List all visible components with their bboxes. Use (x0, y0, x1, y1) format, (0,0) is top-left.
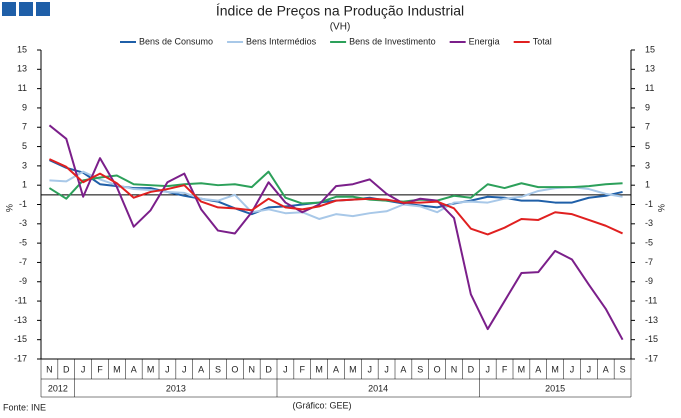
x-tick-label: A (535, 364, 541, 374)
x-tick-label: J (367, 364, 372, 374)
x-tick-label: S (215, 364, 221, 374)
y2-tick-label: 15 (645, 44, 655, 54)
chart-subtitle: (VH) (330, 22, 351, 33)
x-tick-label: S (417, 364, 423, 374)
x-tick-label: A (603, 364, 609, 374)
legend-label: Total (533, 36, 552, 46)
x-tick-label: M (518, 364, 526, 374)
x-tick-label: N (46, 364, 53, 374)
y-tick-label: 9 (22, 102, 27, 112)
y2-tick-label: -17 (645, 353, 658, 363)
y-axis-label: % (4, 204, 14, 212)
year-label: 2015 (545, 383, 565, 393)
x-tick-label: M (147, 364, 155, 374)
y2-tick-label: 11 (645, 83, 654, 93)
y-tick-label: 7 (22, 122, 27, 132)
y2-tick-label: -11 (645, 295, 657, 305)
x-tick-label: J (485, 364, 490, 374)
y-tick-label: -5 (19, 238, 27, 248)
x-tick-label: F (97, 364, 103, 374)
x-tick-label: S (620, 364, 626, 374)
x-tick-label: D (63, 364, 70, 374)
x-tick-label: D (265, 364, 272, 374)
x-tick-label: J (182, 364, 187, 374)
y-tick-label: 15 (17, 44, 27, 54)
x-tick-label: A (333, 364, 339, 374)
x-tick-label: J (165, 364, 170, 374)
y2-tick-label: -3 (645, 218, 653, 228)
x-tick-label: A (400, 364, 406, 374)
x-tick-label: A (198, 364, 204, 374)
y2-tick-label: -15 (645, 334, 658, 344)
y-tick-label: -11 (15, 295, 27, 305)
x-tick-label: N (451, 364, 458, 374)
y-tick-label: 11 (18, 83, 27, 93)
y2-tick-label: -13 (645, 315, 658, 325)
y-tick-label: -7 (19, 257, 27, 267)
y-tick-label: -3 (19, 218, 27, 228)
y2-tick-label: -5 (645, 238, 653, 248)
x-tick-label: M (349, 364, 357, 374)
x-tick-label: J (570, 364, 575, 374)
x-tick-label: N (248, 364, 255, 374)
y-tick-label: -9 (19, 276, 27, 286)
y2-tick-label: -1 (645, 199, 653, 209)
x-tick-label: J (384, 364, 389, 374)
legend-label: Bens de Consumo (139, 36, 213, 46)
legend-label: Energia (469, 36, 500, 46)
y-tick-label: 3 (22, 160, 27, 170)
y2-tick-label: -7 (645, 257, 653, 267)
x-tick-label: O (434, 364, 441, 374)
x-tick-label: M (315, 364, 323, 374)
y2-tick-label: 9 (645, 102, 650, 112)
series-line (49, 158, 623, 236)
y-tick-label: -17 (14, 353, 27, 363)
logo-square (36, 2, 50, 16)
series-line (48, 170, 623, 205)
y2-tick-label: -9 (645, 276, 653, 286)
y2-tick-label: 5 (645, 141, 650, 151)
year-label: 2014 (368, 383, 388, 393)
y2-axis-label: % (656, 204, 666, 212)
y-tick-label: 13 (17, 64, 27, 74)
legend-label: Bens de Investimento (349, 36, 436, 46)
x-tick-label: J (81, 364, 86, 374)
series-line (48, 124, 624, 341)
logo-square (2, 2, 16, 16)
x-tick-label: M (551, 364, 559, 374)
year-label: 2012 (48, 383, 68, 393)
x-tick-label: F (502, 364, 508, 374)
logo-square (19, 2, 33, 16)
y-tick-label: 1 (22, 180, 27, 190)
x-tick-label: F (300, 364, 306, 374)
x-tick-label: A (131, 364, 137, 374)
year-label: 2013 (166, 383, 186, 393)
y2-tick-label: 13 (645, 64, 655, 74)
y-tick-label: -1 (19, 199, 27, 209)
series-line (49, 170, 623, 220)
x-tick-label: J (587, 364, 592, 374)
credit: (Gráfico: GEE) (292, 400, 351, 410)
x-tick-label: J (283, 364, 288, 374)
x-tick-label: D (468, 364, 475, 374)
legend-label: Bens Intermédios (246, 36, 317, 46)
y-tick-label: -15 (14, 334, 27, 344)
y-tick-label: -13 (14, 315, 27, 325)
y2-tick-label: 3 (645, 160, 650, 170)
x-tick-label: M (113, 364, 121, 374)
x-tick-label: O (231, 364, 238, 374)
chart-title: Índice de Preços na Produção Industrial (216, 3, 464, 19)
y2-tick-label: 7 (645, 122, 650, 132)
y2-tick-label: 1 (645, 180, 650, 190)
y-tick-label: 5 (22, 141, 27, 151)
source: Fonte: INE (3, 402, 46, 412)
